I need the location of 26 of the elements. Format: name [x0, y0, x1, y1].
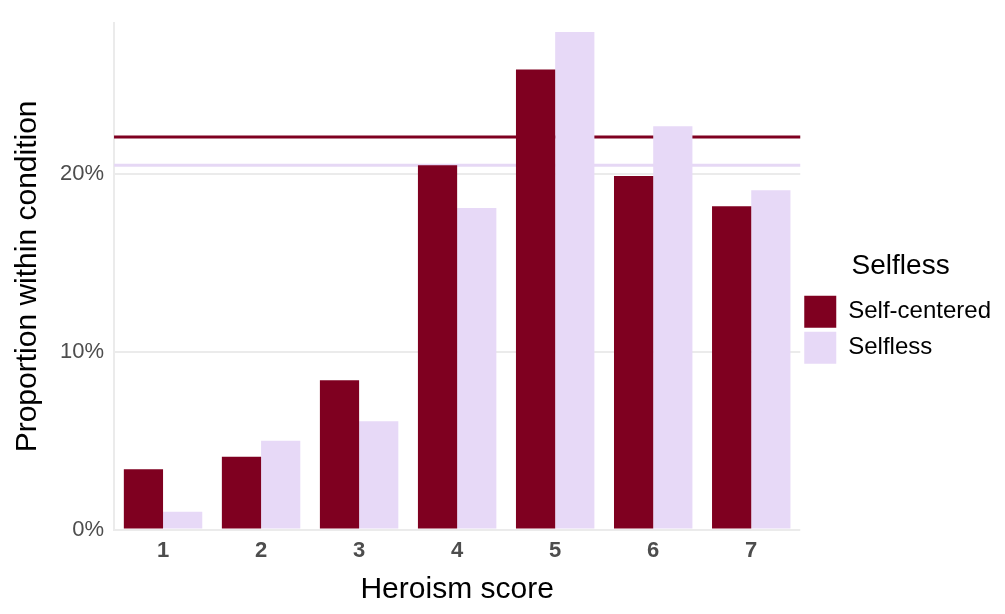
y-tick-label: 10%: [59, 337, 105, 363]
x-tick-label: 4: [451, 536, 465, 562]
y-axis-title: Proportion within condition: [9, 100, 43, 453]
x-tick-label: 7: [745, 536, 758, 562]
bar: [261, 440, 301, 529]
x-tick-label: 3: [352, 536, 366, 562]
x-tick-label: 5: [549, 536, 562, 562]
y-tick-label: 0%: [72, 515, 105, 541]
bar: [712, 206, 752, 529]
y-tick-label: 20%: [59, 160, 105, 186]
x-tick-label: 1: [156, 536, 170, 562]
bar: [417, 165, 458, 529]
legend-title: Selfless: [851, 248, 950, 280]
bar: [359, 421, 399, 529]
bar: [751, 190, 791, 529]
legend-label: Self-centered: [848, 296, 991, 324]
bar: [319, 380, 360, 529]
bar: [163, 511, 203, 529]
legend-label: Selfless: [848, 332, 933, 360]
bar: [613, 176, 654, 529]
x-axis-title: Heroism score: [360, 571, 554, 605]
bar: [221, 456, 262, 529]
bar: [123, 469, 164, 529]
bar: [457, 207, 497, 529]
x-tick-label: 2: [254, 536, 268, 562]
x-tick-label: 6: [647, 536, 660, 562]
